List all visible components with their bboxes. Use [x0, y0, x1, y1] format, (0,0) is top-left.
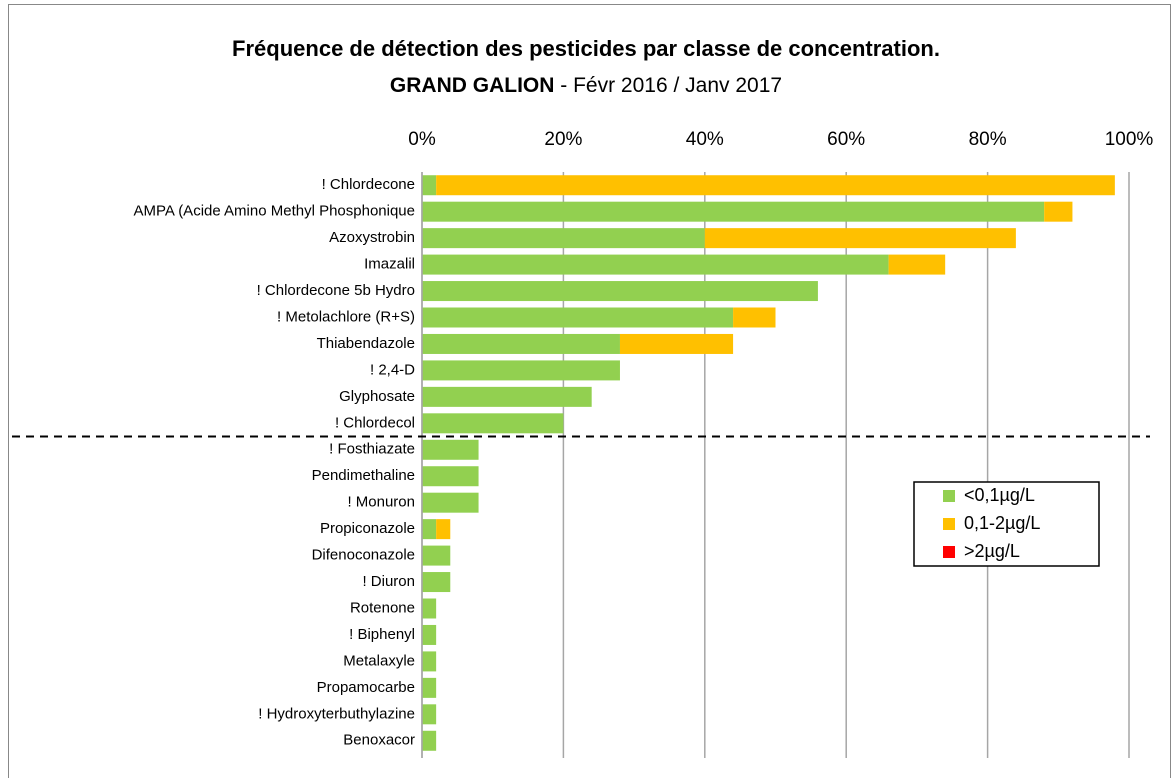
- y-tick-label: ! Chlordecol: [335, 414, 415, 431]
- x-tick-label: 80%: [969, 129, 1007, 150]
- bar-segment: [422, 598, 437, 619]
- bar-segment: [422, 466, 479, 487]
- subtitle-text: - Févr 2016 / Janv 2017: [560, 74, 782, 97]
- bar-segment: [422, 201, 1045, 222]
- bar-segment: [422, 228, 705, 249]
- bar-segment: [888, 254, 946, 275]
- bar-segment: [704, 228, 1016, 249]
- y-tick-label: ! Chlordecone: [322, 176, 415, 193]
- legend-label: <0,1µg/L: [964, 485, 1035, 505]
- y-tick-label: Difenoconazole: [312, 547, 415, 564]
- legend-label: >2µg/L: [964, 541, 1020, 561]
- bar-segment: [422, 254, 889, 275]
- bar-segment: [422, 386, 592, 407]
- x-tick-label: 100%: [1105, 129, 1154, 150]
- bar-segment: [422, 519, 437, 540]
- y-tick-label: ! Biphenyl: [349, 626, 415, 643]
- bar-segment: [422, 545, 451, 566]
- y-tick-label: Propiconazole: [320, 520, 415, 537]
- y-tick-label: Azoxystrobin: [329, 229, 415, 246]
- chart-subtitle: GRAND GALION - Févr 2016 / Janv 2017: [390, 74, 782, 97]
- legend-swatch: [943, 546, 955, 558]
- y-tick-label: Rotenone: [350, 599, 415, 616]
- x-tick-label: 0%: [408, 129, 436, 150]
- bar-segment: [436, 519, 451, 540]
- y-tick-label: ! Monuron: [347, 494, 415, 511]
- bar-segment: [422, 413, 564, 434]
- bar-segment: [422, 175, 437, 196]
- y-tick-label: Benoxacor: [343, 732, 415, 749]
- y-tick-label: ! 2,4-D: [370, 361, 415, 378]
- bar-segment: [422, 333, 620, 354]
- bar-segment: [422, 572, 451, 593]
- chart-title: Fréquence de détection des pesticides pa…: [232, 36, 940, 61]
- y-tick-label: Metalaxyle: [343, 652, 415, 669]
- bar-segment: [422, 307, 734, 328]
- bar-segment: [422, 624, 437, 645]
- bar-segment: [619, 333, 734, 354]
- y-tick-label: Glyphosate: [339, 388, 415, 405]
- bar-segment: [422, 677, 437, 698]
- legend: <0,1µg/L 0,1-2µg/L >2µg/L: [913, 481, 1100, 567]
- x-tick-label: 60%: [827, 129, 865, 150]
- y-tick-label: Propamocarbe: [317, 679, 415, 696]
- bar-segment: [1044, 201, 1073, 222]
- y-tick-label: AMPA (Acide Amino Methyl Phosphonique: [133, 203, 415, 220]
- y-tick-label: ! Metolachlore (R+S): [277, 308, 415, 325]
- subtitle-bold: GRAND GALION: [390, 74, 555, 97]
- bar-segment: [422, 439, 479, 460]
- y-tick-label: Pendimethaline: [312, 467, 415, 484]
- bar-segment: [422, 281, 818, 302]
- bar-segment: [422, 492, 479, 513]
- legend-label: 0,1-2µg/L: [964, 513, 1040, 533]
- y-tick-label: ! Diuron: [362, 573, 415, 590]
- bar-segment: [422, 704, 437, 725]
- bar-segment: [422, 360, 620, 381]
- bar-segment: [422, 730, 437, 751]
- legend-swatch: [943, 518, 955, 530]
- x-tick-label: 40%: [686, 129, 724, 150]
- y-tick-label: Imazalil: [364, 256, 415, 273]
- y-tick-label: ! Hydroxyterbuthylazine: [258, 705, 415, 722]
- bar-segment: [733, 307, 776, 328]
- bar-segment: [422, 651, 437, 672]
- y-tick-label: ! Fosthiazate: [329, 441, 415, 458]
- y-tick-label: ! Chlordecone 5b Hydro: [257, 282, 415, 299]
- bar-segment: [436, 175, 1115, 196]
- legend-swatch: [943, 490, 955, 502]
- x-tick-label: 20%: [544, 129, 582, 150]
- y-tick-label: Thiabendazole: [317, 335, 415, 352]
